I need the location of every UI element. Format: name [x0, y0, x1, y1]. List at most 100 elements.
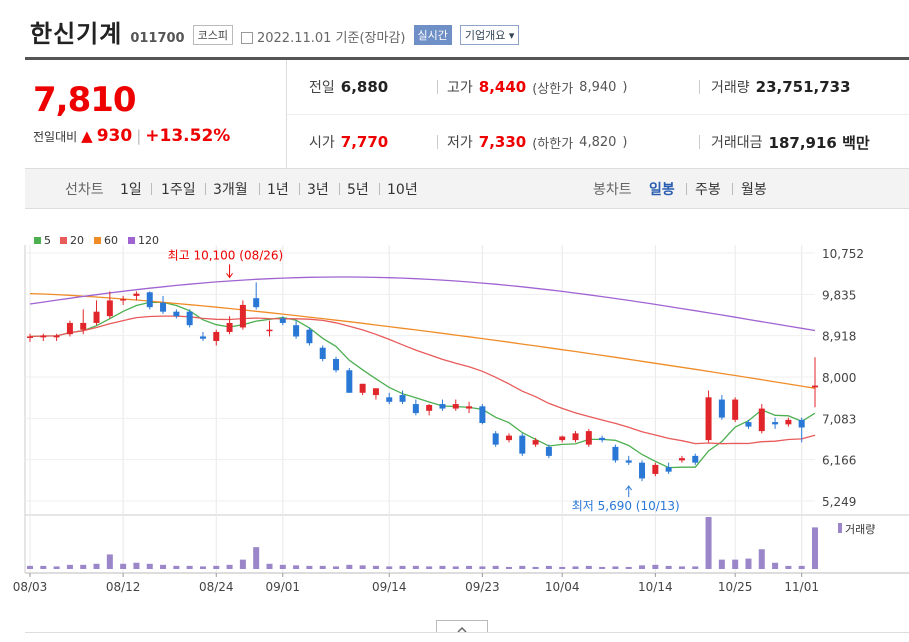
volume-bar: [545, 565, 552, 569]
volume-bar: [426, 566, 433, 569]
x-tick-label: 11/01: [784, 580, 819, 594]
candle-body: [80, 322, 87, 330]
candle-body: [599, 437, 606, 441]
volume-legend-swatch: [838, 523, 842, 533]
candle-body: [612, 446, 619, 461]
candle-body: [692, 455, 699, 463]
stat-lower-value: 4,820: [579, 134, 617, 150]
candle-body: [40, 335, 47, 338]
volume-bar: [412, 565, 419, 569]
x-tick-label: 09/01: [265, 580, 300, 594]
candle-weekly[interactable]: 주봉: [695, 182, 721, 198]
candle-body: [705, 397, 712, 441]
period-1w[interactable]: 1주일: [161, 182, 196, 198]
toolbar-separator: [339, 183, 340, 195]
stat-lower-label: (하한가: [532, 136, 574, 152]
price-change: 전일대비 ▲ 930 | +13.52%: [33, 126, 230, 146]
stat-volume-value: 23,751,733: [755, 78, 851, 96]
period-3y[interactable]: 3년: [307, 182, 329, 198]
candle-body: [665, 467, 672, 472]
candle-body: [639, 462, 646, 479]
volume-bar: [599, 566, 606, 569]
volume-bar: [53, 566, 60, 569]
stat-divider: [437, 80, 438, 94]
stat-low: 저가 7,330 (하한가 4,820): [447, 132, 627, 152]
current-price: 7,810: [33, 80, 137, 120]
period-10y[interactable]: 10년: [387, 182, 418, 198]
company-info-label: 기업개요: [464, 29, 506, 42]
candle-body: [625, 460, 632, 463]
period-1y[interactable]: 1년: [267, 182, 289, 198]
period-1d[interactable]: 1일: [120, 182, 142, 198]
candle-body: [585, 431, 592, 445]
ma120-line: [29, 276, 816, 332]
volume-bar: [652, 564, 659, 569]
y-tick-label: 9,835: [822, 288, 856, 302]
stock-code: 011700: [130, 31, 185, 46]
volume-bar: [80, 564, 87, 569]
candle-body: [439, 404, 446, 409]
period-5y[interactable]: 5년: [347, 182, 369, 198]
stat-open-label: 시가: [309, 135, 335, 151]
realtime-button[interactable]: 실시간: [413, 25, 452, 45]
stock-name: 한신기계: [30, 20, 123, 48]
candle-chart-label: 봉차트: [593, 182, 632, 198]
company-info-dropdown[interactable]: 기업개요 ▾: [459, 25, 520, 45]
candle-body: [106, 300, 113, 317]
period-3m[interactable]: 3개월: [213, 182, 248, 198]
candle-body: [346, 370, 353, 393]
y-tick-label: 10,752: [822, 247, 864, 261]
volume-bar: [466, 565, 473, 569]
stat-prev: 전일 6,880: [309, 77, 388, 97]
legend-swatch: [34, 237, 41, 244]
x-tick-label: 09/14: [372, 580, 407, 594]
stat-volume: 거래량 23,751,733: [711, 77, 851, 97]
candle-body: [266, 329, 273, 332]
collapse-button[interactable]: [436, 620, 488, 633]
volume-bar: [66, 564, 73, 569]
y-tick-label: 7,083: [822, 412, 856, 426]
ma60-line: [29, 292, 816, 389]
candle-daily[interactable]: 일봉: [649, 182, 675, 198]
y-tick-label: 8,000: [822, 371, 856, 385]
candle-body: [492, 433, 499, 445]
candle-body: [173, 311, 180, 317]
candle-body: [27, 336, 33, 338]
candle-monthly[interactable]: 월봉: [741, 182, 767, 198]
candle-body: [505, 435, 512, 441]
candle-body: [678, 458, 685, 461]
ma20-line: [29, 315, 816, 445]
candle-body: [745, 422, 752, 427]
volume-bar: [279, 564, 286, 569]
legend-swatch: [128, 237, 135, 244]
volume-bar: [333, 566, 340, 569]
candle-body: [66, 322, 73, 335]
stat-volume-label: 거래량: [711, 80, 750, 96]
candle-body: [93, 311, 100, 323]
toolbar-separator: [379, 183, 380, 195]
candle-body: [133, 293, 140, 296]
volume-bar: [399, 565, 406, 569]
candle-body: [146, 292, 153, 308]
candle-body: [718, 399, 725, 418]
candle-body: [199, 336, 206, 339]
stat-amount-value: 187,916 백만: [768, 133, 870, 152]
legend-label: 20: [70, 234, 84, 247]
candle-body: [160, 302, 167, 312]
candle-body: [319, 347, 326, 359]
max-annotation: 최고 10,100 (08/26): [168, 248, 284, 262]
volume-bar: [585, 565, 592, 569]
volume-bar: [745, 558, 752, 569]
volume-bar: [213, 565, 220, 569]
change-separator: |: [136, 127, 142, 145]
stat-high-label: 고가: [447, 80, 473, 96]
y-tick-label: 8,918: [822, 330, 856, 344]
candle-body: [426, 404, 433, 411]
ma5-line: [29, 301, 816, 469]
volume-bar: [665, 565, 672, 569]
min-annotation: 최저 5,690 (10/13): [572, 499, 680, 513]
stat-prev-value: 6,880: [340, 78, 389, 96]
legend-label: 120: [138, 234, 159, 247]
volume-bar: [532, 566, 539, 569]
volume-bar: [293, 565, 300, 569]
